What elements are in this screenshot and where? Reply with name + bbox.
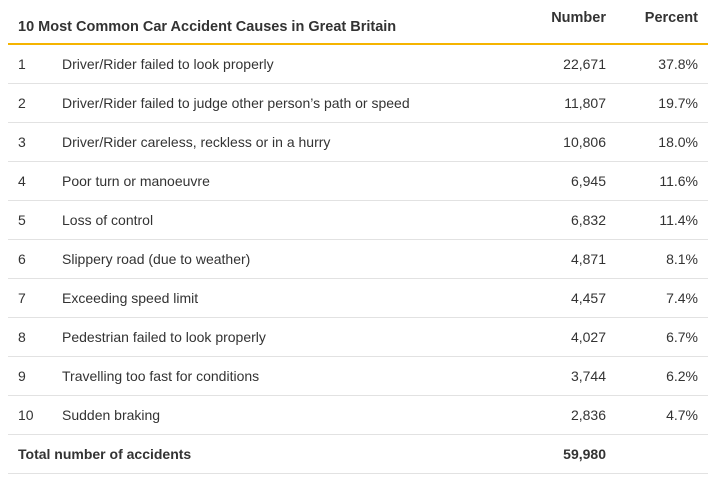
accident-causes-table: 10 Most Common Car Accident Causes in Gr…: [8, 0, 708, 474]
row-rank: 2: [18, 95, 26, 111]
table-row: 2 Driver/Rider failed to judge other pers…: [8, 84, 708, 123]
row-percent: 19.7%: [658, 95, 698, 111]
total-label: Total number of accidents: [18, 446, 192, 462]
column-header-number: Number: [551, 10, 606, 26]
table-header: 10 Most Common Car Accident Causes in Gr…: [8, 0, 708, 45]
row-number: 6,945: [570, 173, 606, 189]
row-cause: Driver/Rider failed to look properly: [62, 56, 274, 72]
table-row: 4 Poor turn or manoeuvre 6,945 11.6%: [8, 162, 708, 201]
row-number: 11,807: [564, 95, 606, 111]
row-rank: 10: [18, 407, 34, 423]
row-percent: 18.0%: [658, 134, 698, 150]
table-row: 8 Pedestrian failed to look properly 4,027…: [8, 318, 708, 357]
row-number: 10,806: [563, 134, 606, 150]
table-row: 6 Slippery road (due to weather) 4,871 8.1%: [8, 240, 708, 279]
table-row: 10 Sudden braking 2,836 4.7%: [8, 396, 708, 435]
table-row: 7 Exceeding speed limit 4,457 7.4%: [8, 279, 708, 318]
row-cause: Poor turn or manoeuvre: [62, 173, 210, 189]
row-number: 2,836: [570, 407, 606, 423]
row-percent: 6.2%: [666, 368, 698, 384]
total-number: 59,980: [563, 446, 606, 462]
table-row: 9 Travelling too fast for conditions 3,744…: [8, 357, 708, 396]
row-percent: 8.1%: [666, 251, 698, 267]
row-rank: 1: [18, 56, 26, 72]
table-row: 3 Driver/Rider careless, reckless or in a…: [8, 123, 708, 162]
table-title: 10 Most Common Car Accident Causes in Gr…: [18, 19, 397, 35]
row-percent: 11.4%: [659, 212, 698, 228]
row-percent: 37.8%: [658, 56, 698, 72]
row-number: 4,871: [570, 251, 606, 267]
row-rank: 9: [18, 368, 26, 384]
table-row: 1 Driver/Rider failed to look properly 22,…: [8, 45, 708, 84]
row-cause: Exceeding speed limit: [62, 290, 199, 306]
row-cause: Driver/Rider careless, reckless or in a …: [62, 134, 331, 150]
table-body: 1 Driver/Rider failed to look properly 22,…: [8, 45, 708, 435]
row-cause: Sudden braking: [62, 407, 161, 423]
row-rank: 3: [18, 134, 26, 150]
row-number: 4,457: [570, 290, 606, 306]
row-number: 22,671: [563, 56, 606, 72]
total-row: Total number of accidents 59,980: [8, 435, 708, 474]
row-number: 4,027: [570, 329, 606, 345]
row-rank: 6: [18, 251, 26, 267]
table-row: 5 Loss of control 6,832 11.4%: [8, 201, 708, 240]
row-percent: 6.7%: [666, 329, 698, 345]
row-cause: Travelling too fast for conditions: [62, 368, 260, 384]
row-cause: Pedestrian failed to look properly: [62, 329, 266, 345]
row-cause: Driver/Rider failed to judge other perso…: [62, 95, 410, 111]
column-header-percent: Percent: [644, 10, 698, 26]
row-number: 3,744: [570, 368, 606, 384]
row-percent: 4.7%: [666, 407, 698, 423]
row-percent: 7.4%: [666, 290, 698, 306]
row-cause: Loss of control: [62, 212, 154, 228]
row-cause: Slippery road (due to weather): [62, 251, 251, 267]
row-number: 6,832: [570, 212, 606, 228]
row-rank: 8: [18, 329, 26, 345]
row-rank: 5: [18, 212, 26, 228]
row-rank: 7: [18, 290, 26, 306]
row-rank: 4: [18, 173, 26, 189]
row-percent: 11.6%: [659, 173, 698, 189]
